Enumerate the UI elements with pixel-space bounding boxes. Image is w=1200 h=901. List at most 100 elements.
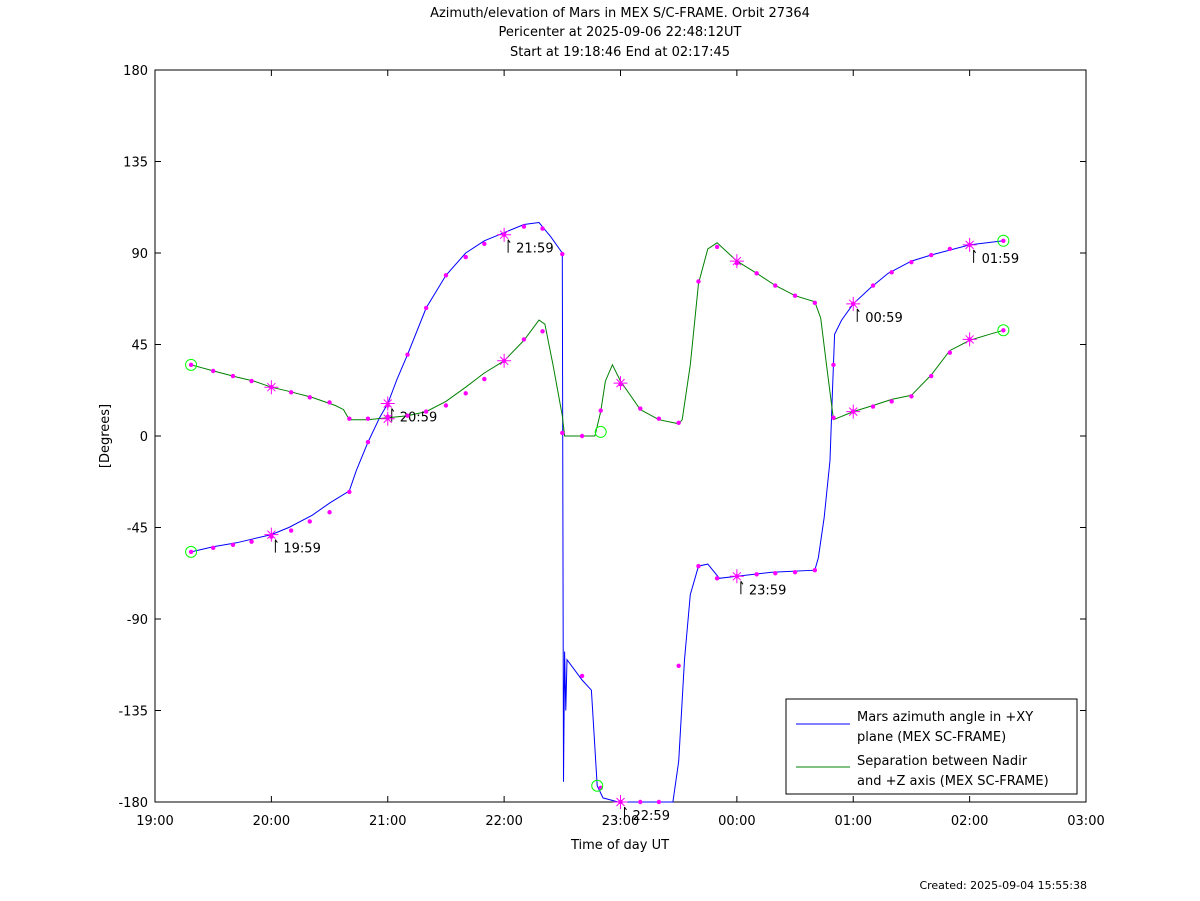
azimuth-data-point	[947, 246, 953, 252]
separation-data-point	[870, 404, 876, 409]
y-tick-label: -90	[127, 613, 148, 628]
azimuth-data-point	[812, 568, 818, 573]
azimuth-data-point	[909, 259, 914, 265]
azimuth-data-point	[521, 224, 527, 229]
separation-data-point	[249, 378, 254, 384]
azimuth-data-point	[463, 254, 468, 260]
azimuth-hour-mark: 23:59	[729, 569, 786, 598]
azimuth-endpoint-circle	[185, 545, 198, 558]
y-tick-label: 180	[123, 64, 148, 79]
separation-hour-cross	[264, 380, 279, 395]
separation-data-point	[347, 416, 352, 421]
separation-data-point	[676, 420, 681, 425]
hour-label: 19:59	[283, 542, 320, 557]
azimuth-data-point	[423, 305, 429, 311]
x-tick-label: 19:00	[136, 814, 173, 829]
separation-data-point	[288, 390, 294, 395]
separation-data-point	[831, 415, 836, 420]
x-tick-label: 01:00	[835, 814, 872, 829]
azimuth-data-point	[327, 510, 332, 515]
azimuth-data-point	[365, 439, 371, 445]
separation-data-point	[423, 409, 429, 414]
separation-hour-cross	[497, 353, 512, 368]
separation-hour-cross	[380, 411, 395, 426]
separation-data-point	[540, 329, 545, 334]
y-tick-label: 0	[140, 430, 148, 445]
azimuth-data-point	[754, 572, 759, 577]
separation-series-line	[190, 242, 1004, 437]
separation-data-point	[521, 337, 527, 342]
legend-label-separation-line-2: and +Z axis (MEX SC-FRAME)	[857, 774, 1049, 789]
separation-endpoint-circle	[997, 324, 1010, 337]
y-tick-label: 135	[123, 156, 148, 171]
hour-label: 21:59	[516, 242, 553, 257]
separation-data-point	[812, 300, 818, 306]
x-tick-label: 00:00	[718, 814, 755, 829]
chart-title: Azimuth/elevation of Mars in MEX S/C-FRA…	[430, 6, 810, 60]
separation-data-point	[560, 430, 565, 436]
separation-data-point	[792, 293, 798, 298]
separation-data-point	[773, 283, 778, 288]
x-axis-label: Time of day UT	[570, 838, 669, 853]
hour-label: 20:59	[400, 410, 437, 425]
separation-data-point	[463, 391, 468, 396]
separation-data-point	[947, 350, 953, 355]
legend-label-separation-line-1: Separation between Nadir	[857, 754, 1028, 769]
marker-layer: 19:59 20:59 21:59 22:59 23:59 00:59 01:59	[185, 224, 1019, 824]
azimuth-data-point	[676, 663, 681, 668]
created-footer: Created: 2025-09-04 15:55:38	[919, 879, 1087, 892]
separation-endpoint-circle	[185, 358, 198, 371]
azimuth-data-point	[929, 252, 934, 258]
separation-endpoint-circle	[594, 425, 607, 438]
y-tick-label: -45	[127, 522, 148, 537]
hour-label: 00:59	[865, 311, 902, 326]
x-tick-label: 20:00	[253, 814, 290, 829]
legend: Mars azimuth angle in +XY plane (MEX SC-…	[785, 698, 1078, 795]
separation-data-point	[696, 279, 701, 284]
separation-hour-cross	[613, 376, 628, 391]
chart-title-line-2: Pericenter at 2025-09-06 22:48:12UT	[498, 25, 741, 40]
azimuth-hour-mark: 01:59	[962, 237, 1019, 267]
azimuth-data-point	[638, 799, 643, 805]
separation-hour-cross	[846, 404, 861, 419]
separation-data-point	[365, 416, 371, 421]
azimuth-data-point	[210, 545, 216, 551]
x-tick-label: 03:00	[1067, 814, 1104, 829]
chart-title-line-3: Start at 19:18:46 End at 02:17:45	[510, 45, 730, 60]
azimuth-data-point	[831, 362, 836, 368]
y-tick-label: -135	[118, 705, 148, 720]
azimuth-data-point	[482, 241, 487, 247]
separation-data-point	[929, 373, 934, 379]
separation-data-point	[405, 413, 410, 418]
separation-hour-cross	[962, 332, 977, 347]
separation-data-point	[714, 244, 720, 250]
y-tick-label: -180	[118, 796, 148, 811]
separation-data-point	[579, 433, 585, 439]
separation-data-point	[598, 408, 603, 413]
x-tick-label: 22:00	[485, 814, 522, 829]
plot-frame	[154, 69, 1087, 803]
hour-label: 01:59	[982, 252, 1019, 267]
y-tick-label: 45	[131, 339, 148, 354]
azimuth-hour-mark: 19:59	[264, 527, 321, 557]
legend-label-azimuth-line-1: Mars azimuth angle in +XY	[857, 710, 1033, 725]
separation-data-point	[230, 373, 236, 379]
separation-data-point	[307, 395, 312, 400]
separation-hour-cross	[729, 254, 744, 269]
y-tick-label: 90	[131, 247, 148, 262]
azimuth-data-point	[230, 542, 236, 547]
azimuth-hour-mark: 22:59	[613, 795, 670, 824]
separation-data-point	[327, 400, 332, 405]
separation-data-point	[210, 368, 216, 374]
separation-data-point	[638, 406, 643, 411]
legend-label-azimuth-line-2: plane (MEX SC-FRAME)	[857, 730, 1006, 745]
azimuth-hour-mark: 21:59	[497, 227, 554, 257]
azimuth-hour-mark: 00:59	[846, 296, 903, 326]
axes: 19:00 20:00 21:00 22:00 23:00 00:00 01:00 02:00…	[118, 64, 1104, 829]
hour-label: 23:59	[749, 583, 786, 598]
separation-data-point	[482, 376, 487, 382]
azimuth-data-point	[579, 673, 585, 679]
azimuth-data-point	[696, 563, 701, 569]
azimuth-data-point	[714, 576, 720, 581]
